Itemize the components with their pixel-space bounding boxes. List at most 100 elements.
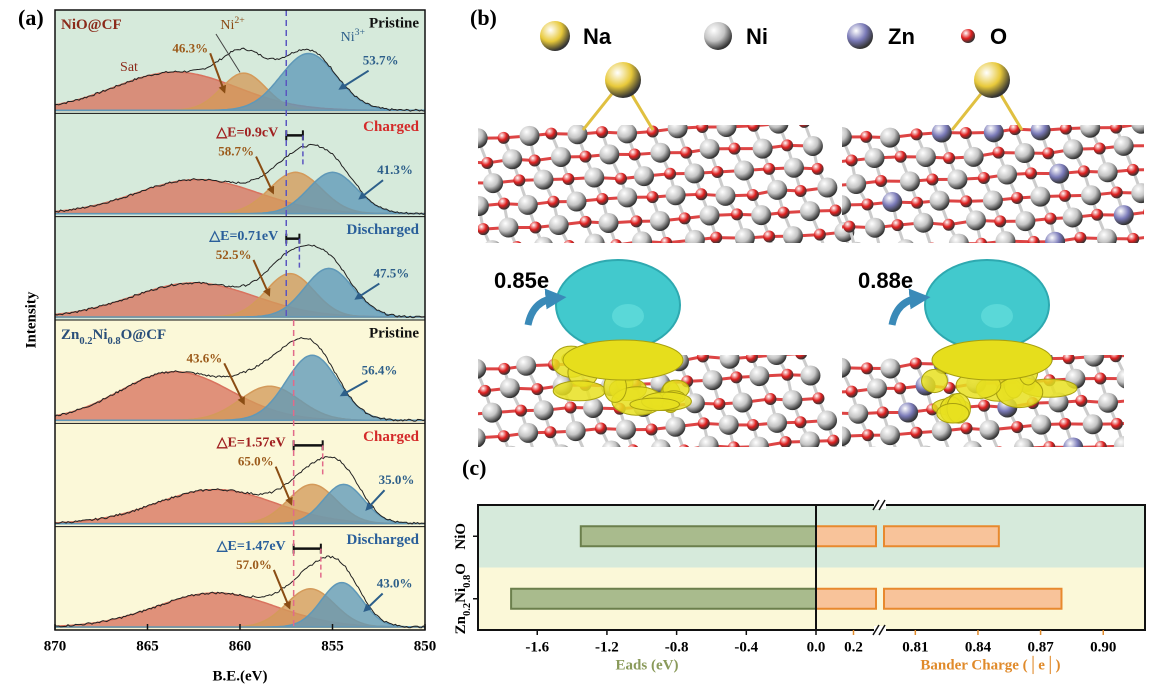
atom: [1094, 372, 1107, 385]
atom: [975, 237, 988, 243]
bond: [536, 458, 545, 476]
atom: [478, 428, 486, 447]
bond: [1024, 448, 1032, 473]
atom: [995, 231, 1016, 243]
value-label: 46.3%: [172, 40, 208, 55]
bond: [776, 355, 802, 357]
legend-label: Zn: [888, 24, 915, 49]
atom: [462, 245, 474, 257]
atom: [1132, 344, 1152, 364]
atom: [1083, 355, 1104, 367]
atom: [1044, 212, 1057, 225]
atom: [649, 210, 670, 231]
atom: [929, 242, 935, 243]
bond: [452, 439, 459, 459]
bond: [940, 498, 966, 499]
charge-accumulation: [931, 339, 1053, 381]
atom: [897, 239, 914, 243]
atom: [794, 482, 806, 494]
legend-label: O: [990, 24, 1007, 49]
atom: [429, 157, 441, 169]
atom: [1025, 167, 1038, 180]
atom: [1147, 457, 1164, 477]
atom: [617, 125, 638, 144]
atom: [1009, 125, 1022, 136]
legend-label: Na: [583, 24, 612, 49]
atom: [697, 417, 710, 430]
atom: [978, 399, 991, 412]
category-label-part: Zn: [453, 615, 469, 634]
value-label: 47.5%: [373, 266, 409, 281]
atom: [1113, 205, 1134, 226]
atom: [514, 404, 527, 417]
bond: [468, 250, 492, 251]
bond: [1133, 397, 1160, 400]
atom: [651, 439, 671, 447]
atom: [627, 444, 639, 447]
bond: [468, 251, 478, 275]
atom: [1058, 189, 1071, 202]
bond: [586, 454, 594, 476]
peak-name-part: Ni: [341, 30, 355, 45]
atom: [1058, 487, 1070, 499]
atom: [550, 146, 571, 167]
charge-label: 0.88e: [858, 268, 913, 293]
atom: [781, 368, 794, 381]
bond: [956, 476, 966, 499]
bond: [1127, 376, 1151, 379]
atom: [945, 449, 957, 461]
atom: [762, 463, 774, 475]
bond: [1081, 467, 1106, 469]
atom: [749, 366, 770, 387]
atom: [451, 152, 471, 172]
axis-break: [872, 624, 880, 636]
bond: [517, 247, 526, 269]
atom: [965, 210, 986, 231]
atom: [799, 201, 820, 222]
atom: [695, 188, 708, 201]
atom: [715, 185, 736, 206]
atom: [1043, 441, 1056, 447]
atom: [777, 206, 790, 219]
atom: [484, 472, 504, 492]
atom: [795, 355, 807, 360]
bond: [775, 257, 800, 258]
bond: [569, 246, 576, 270]
atom: [519, 125, 540, 146]
delta-label: △E=1.47eV: [216, 539, 286, 554]
atom: [748, 436, 769, 447]
atom: [1030, 186, 1051, 207]
atom: [831, 452, 851, 472]
atom: [1116, 368, 1124, 389]
atom: [547, 195, 560, 208]
atom: [584, 466, 604, 486]
atom: [667, 125, 688, 139]
atom: [1124, 460, 1136, 472]
axis-break: [872, 499, 880, 511]
value-label: 58.7%: [218, 144, 254, 159]
atom: [897, 468, 917, 488]
bond: [676, 492, 700, 494]
bond: [1122, 446, 1124, 447]
bond: [891, 500, 916, 501]
bond: [841, 462, 850, 484]
bond: [477, 502, 500, 503]
bond: [1064, 491, 1091, 493]
atom: [696, 125, 709, 133]
atom: [1007, 491, 1019, 503]
charge-accumulation: [562, 339, 684, 381]
sample-label-part: 0.2: [79, 336, 92, 347]
atom: [665, 185, 686, 206]
atom: [1096, 228, 1117, 243]
label-arrow: [252, 259, 271, 297]
panel-label: (b): [470, 5, 497, 30]
bond: [1032, 241, 1036, 243]
bond: [444, 185, 451, 208]
state-label: Charged: [363, 429, 419, 445]
bond: [552, 498, 576, 501]
atom: [479, 384, 492, 397]
bond: [661, 449, 684, 450]
state-label: Discharged: [347, 222, 420, 238]
atom: [781, 139, 794, 152]
atom: [747, 418, 760, 431]
